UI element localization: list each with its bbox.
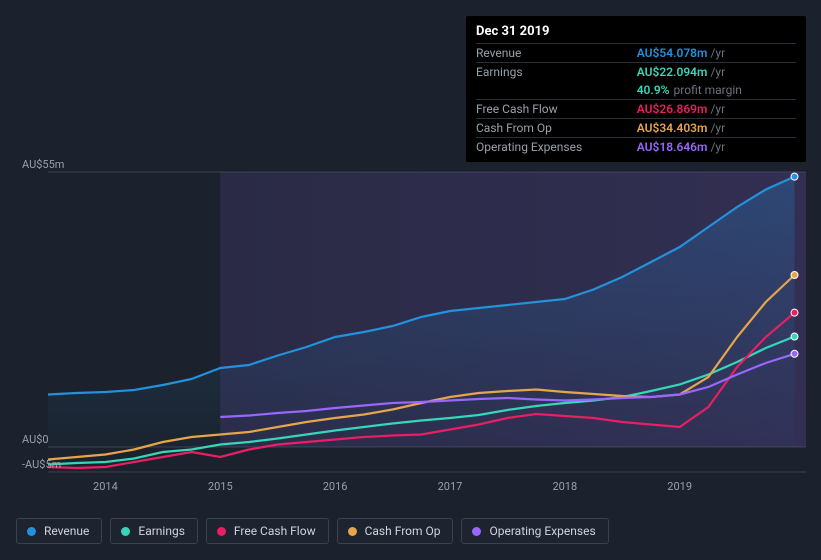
legend-label: Operating Expenses [489, 524, 595, 538]
x-axis-label: 2014 [93, 480, 118, 493]
y-axis-label: AU$0 [22, 433, 49, 446]
x-axis-label: 2015 [208, 480, 233, 493]
legend-label: Revenue [44, 524, 89, 538]
x-axis-label: 2016 [323, 480, 348, 493]
series-cfo-endpoint [791, 271, 798, 278]
financial-chart [0, 0, 821, 560]
x-axis-label: 2018 [552, 480, 577, 493]
legend-dot-icon [348, 527, 357, 536]
legend-dot-icon [472, 527, 481, 536]
x-axis-label: 2017 [438, 480, 463, 493]
legend-dot-icon [217, 527, 226, 536]
series-revenue-endpoint [791, 173, 798, 180]
x-axis-label: 2019 [667, 480, 692, 493]
series-opex-endpoint [791, 350, 798, 357]
legend-label: Free Cash Flow [234, 524, 316, 538]
legend-item-fcf[interactable]: Free Cash Flow [206, 518, 329, 544]
legend-dot-icon [27, 527, 36, 536]
legend-item-earnings[interactable]: Earnings [110, 518, 198, 544]
legend-item-revenue[interactable]: Revenue [16, 518, 102, 544]
legend-dot-icon [121, 527, 130, 536]
y-axis-label: -AU$5m [22, 458, 61, 471]
legend-label: Cash From Op [365, 524, 441, 538]
series-earnings-endpoint [791, 333, 798, 340]
legend-item-opex[interactable]: Operating Expenses [461, 518, 608, 544]
legend-label: Earnings [138, 524, 185, 538]
chart-legend: Revenue Earnings Free Cash Flow Cash From O… [16, 518, 609, 544]
series-fcf-endpoint [791, 309, 798, 316]
legend-item-cfo[interactable]: Cash From Op [337, 518, 454, 544]
y-axis-label: AU$55m [22, 158, 64, 171]
